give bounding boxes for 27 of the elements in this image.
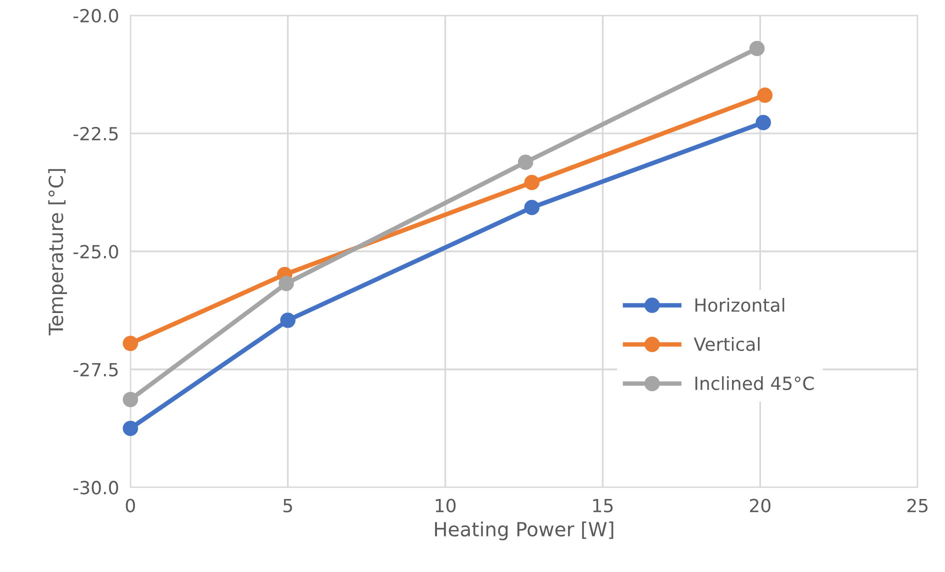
y-axis-title: Temperature [°C] xyxy=(48,169,68,336)
x-axis-title: Heating Power [W] xyxy=(435,521,614,540)
point xyxy=(757,88,773,103)
point xyxy=(280,312,296,328)
x-tick-label: 20 xyxy=(750,498,770,512)
x-tick-label: 10 xyxy=(436,498,456,512)
point xyxy=(278,276,294,292)
legend-label: Inclined 45°C xyxy=(695,376,814,390)
point xyxy=(122,336,138,352)
y-tick-label: -30.0 xyxy=(73,480,118,494)
legend-label: Horizontal xyxy=(695,298,784,312)
point xyxy=(524,174,540,190)
legend-label: Vertical xyxy=(694,337,760,352)
point xyxy=(122,392,138,408)
x-tick-label: 0 xyxy=(126,498,135,512)
x-tick-label: 25 xyxy=(907,498,928,512)
point xyxy=(122,420,138,436)
point xyxy=(756,114,771,130)
y-tick-label: -20.0 xyxy=(73,8,118,23)
point xyxy=(524,200,540,216)
point xyxy=(749,40,765,56)
y-tick-label: -25.0 xyxy=(73,244,118,259)
y-tick-label: -27.5 xyxy=(73,362,118,376)
x-tick-label: 15 xyxy=(593,499,613,512)
y-tick-label: -22.5 xyxy=(73,126,118,141)
point xyxy=(518,154,534,170)
x-tick-label: 5 xyxy=(283,499,292,512)
